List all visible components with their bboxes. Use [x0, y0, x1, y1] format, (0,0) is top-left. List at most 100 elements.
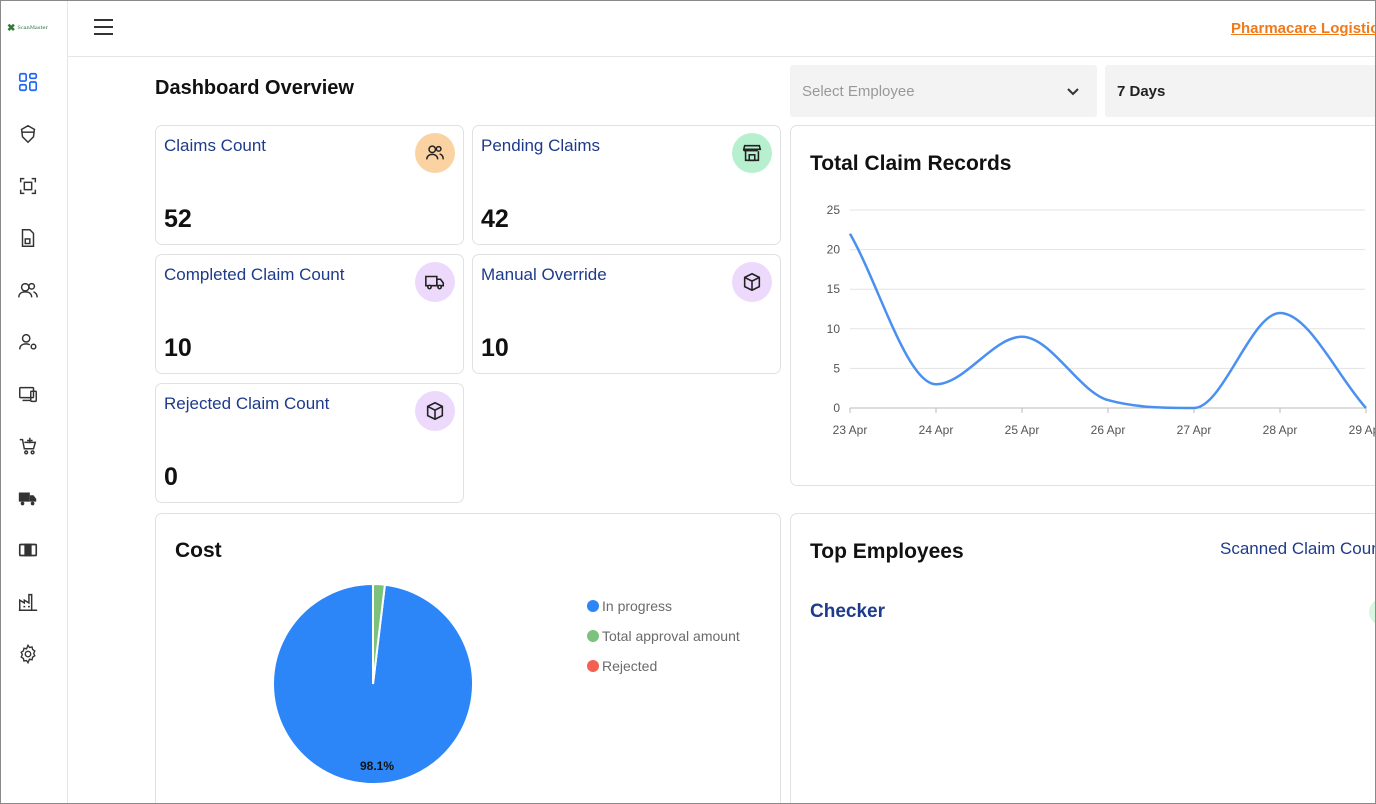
logo-text: ScanMaster — [17, 25, 48, 31]
sidebar-item-dashboard[interactable] — [15, 69, 41, 95]
stat-badge — [732, 133, 772, 173]
y-tick-label: 10 — [827, 322, 841, 336]
employee-select[interactable]: Select Employee — [790, 65, 1097, 117]
line-chart: 0 5 10 15 20 25 23 Apr 24 Apr 25 Apr 26 Apr 27 Apr… — [827, 203, 1376, 437]
stat-card-completed-claim-count[interactable]: Completed Claim Count 10 — [155, 254, 464, 374]
scan-icon — [19, 177, 37, 195]
sidebar-item-scan[interactable] — [15, 173, 41, 199]
legend-dot — [587, 660, 599, 672]
truck-icon — [18, 492, 37, 506]
days-select-value: 7 Days — [1117, 82, 1166, 100]
stat-value: 42 — [481, 205, 509, 233]
stat-card-rejected-claim-count[interactable]: Rejected Claim Count 0 — [155, 383, 464, 503]
sidebar-item-factory[interactable] — [15, 589, 41, 615]
chevron-down-icon — [1067, 88, 1079, 96]
stat-label: Claims Count — [164, 136, 267, 155]
gear-icon — [20, 643, 36, 665]
sidebar: ✖ ScanMaster — [1, 1, 68, 803]
days-select[interactable]: 7 Days — [1105, 65, 1375, 117]
logo-mark-icon: ✖ — [7, 22, 16, 34]
devices-icon — [19, 386, 37, 403]
series-line-claims — [848, 233, 1367, 410]
legend-dot — [587, 600, 599, 612]
stat-badge — [415, 133, 455, 173]
x-tick-label: 26 Apr — [1091, 423, 1126, 437]
users-icon — [426, 145, 444, 160]
stat-badge — [732, 262, 772, 302]
legend-item-in-progress[interactable]: In progress — [587, 598, 672, 614]
legend-label: Total approval amount — [602, 628, 740, 644]
page-title: Dashboard Overview — [155, 77, 354, 99]
sidebar-item-cart[interactable] — [15, 433, 41, 459]
box-icon — [743, 272, 761, 292]
pie-slice-total-approval-amount — [372, 582, 387, 685]
stat-badge — [415, 262, 455, 302]
y-tick-label: 15 — [827, 282, 841, 296]
legend-dot — [587, 630, 599, 642]
dashboard-icon — [18, 72, 38, 92]
stat-label: Pending Claims — [481, 136, 601, 155]
top-employees-title: Top Employees — [810, 540, 964, 563]
sidebar-item-user-settings[interactable] — [15, 329, 41, 355]
app-logo[interactable]: ✖ ScanMaster — [7, 23, 49, 34]
legend-item-total-approval-amount[interactable]: Total approval amount — [587, 628, 740, 644]
scanned-claim-count-header: Scanned Claim Count — [1220, 539, 1376, 558]
sidebar-item-users[interactable] — [15, 277, 41, 303]
cost-pie-chart: 98.1% — [272, 582, 474, 785]
y-tick-label: 25 — [827, 203, 841, 217]
pie-data-label: 98.1% — [360, 759, 394, 773]
top-bar: Pharmacare Logistics — [68, 1, 1376, 57]
hamburger-line — [94, 33, 113, 35]
company-link[interactable]: Pharmacare Logistics — [1231, 20, 1376, 37]
total-claim-records-panel — [790, 125, 1375, 486]
x-tick-label: 25 Apr — [1005, 423, 1040, 437]
users-icon — [18, 282, 38, 298]
x-tick-label: 27 Apr — [1177, 423, 1212, 437]
sidebar-item-shield[interactable] — [15, 121, 41, 147]
stat-value: 52 — [164, 205, 192, 233]
stat-card-pending-claims[interactable]: Pending Claims 42 — [472, 125, 781, 245]
box-icon — [18, 543, 38, 557]
stat-value: 10 — [164, 334, 192, 362]
sidebar-item-delivery[interactable] — [15, 485, 41, 511]
stat-badge — [415, 391, 455, 431]
employee-select-placeholder: Select Employee — [802, 82, 915, 100]
employee-name[interactable]: Checker — [810, 601, 885, 622]
top-employees-panel — [790, 513, 1375, 803]
stat-label: Rejected Claim Count — [164, 394, 330, 413]
sidebar-item-settings[interactable] — [15, 641, 41, 667]
y-tick-label: 5 — [833, 361, 840, 375]
cart-icon — [19, 437, 37, 455]
document-icon — [21, 229, 35, 247]
hamburger-line — [94, 26, 113, 28]
sidebar-item-documents[interactable] — [15, 225, 41, 251]
truck-icon — [425, 275, 445, 290]
x-tick-label: 28 Apr — [1263, 423, 1298, 437]
x-tick-label: 23 Apr — [833, 423, 868, 437]
sidebar-item-devices[interactable] — [15, 381, 41, 407]
factory-icon — [18, 593, 38, 611]
stat-label: Manual Override — [481, 265, 607, 284]
y-tick-label: 20 — [827, 243, 841, 257]
box-icon — [426, 401, 444, 421]
employee-count-badge — [1369, 599, 1375, 625]
user-settings-icon — [19, 333, 37, 350]
stat-card-manual-override[interactable]: Manual Override 10 — [472, 254, 781, 374]
shield-icon — [20, 124, 36, 144]
y-tick-label: 0 — [833, 401, 840, 415]
legend-label: In progress — [602, 598, 673, 614]
legend-label: Rejected — [602, 658, 658, 674]
line-chart-title: Total Claim Records — [810, 152, 1012, 175]
stat-value: 10 — [481, 334, 509, 362]
stat-card-claims-count[interactable]: Claims Count 52 — [155, 125, 464, 245]
stat-value: 0 — [164, 463, 178, 491]
cost-title: Cost — [175, 539, 222, 562]
menu-toggle-button[interactable] — [94, 19, 114, 37]
legend-item-rejected[interactable]: Rejected — [587, 658, 657, 674]
sidebar-item-inventory[interactable] — [15, 537, 41, 563]
x-tick-label: 29 Apr — [1349, 423, 1376, 437]
store-icon — [742, 144, 762, 162]
hamburger-line — [94, 19, 113, 21]
x-tick-label: 24 Apr — [919, 423, 954, 437]
